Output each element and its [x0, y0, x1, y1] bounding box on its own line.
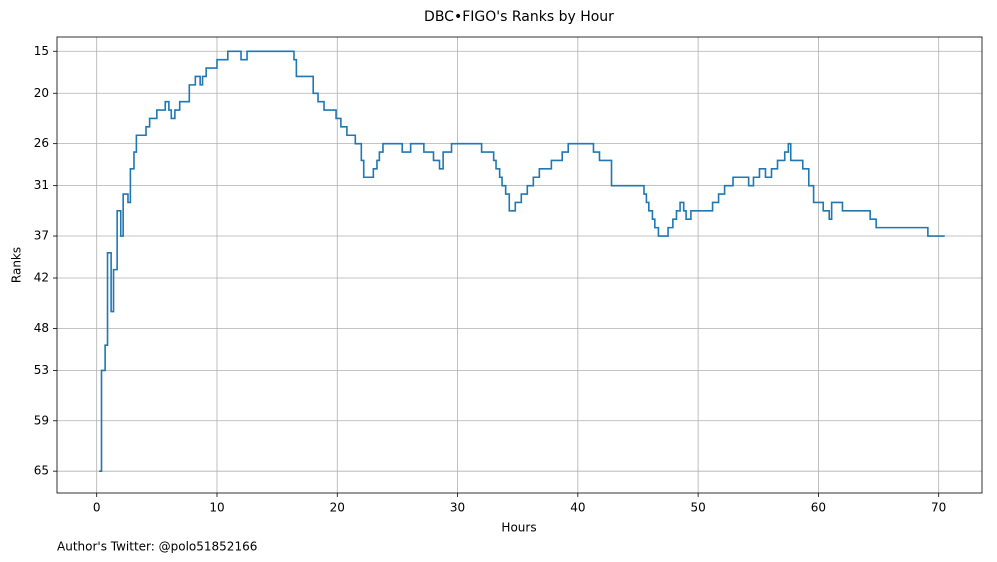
x-axis-label: Hours: [501, 521, 536, 535]
x-tick-label: 0: [93, 501, 101, 515]
x-tick-label: 50: [690, 501, 705, 515]
y-tick-label: 20: [34, 86, 49, 100]
y-axis-label: Ranks: [10, 247, 24, 283]
x-tick-label: 60: [811, 501, 826, 515]
y-tick-label: 59: [34, 413, 49, 427]
y-tick-label: 53: [34, 363, 49, 377]
plot-frame: [56, 36, 983, 494]
x-tick-label: 70: [931, 501, 946, 515]
x-tick-label: 10: [209, 501, 224, 515]
y-tick-label: 48: [34, 321, 49, 335]
y-tick-label: 26: [34, 136, 49, 150]
x-tick-label: 30: [450, 501, 465, 515]
chart-title: DBC•FIGO's Ranks by Hour: [424, 9, 614, 25]
footnote: Author's Twitter: @polo51852166: [57, 540, 257, 554]
y-tick-label: 31: [34, 178, 49, 192]
x-tick-label: 20: [330, 501, 345, 515]
y-tick-label: 37: [34, 229, 49, 243]
y-tick-label: 65: [34, 464, 49, 478]
y-tick-label: 15: [34, 44, 49, 58]
rank-line: [99, 50, 945, 472]
x-tick-label: 40: [570, 501, 585, 515]
y-tick-label: 42: [34, 271, 49, 285]
